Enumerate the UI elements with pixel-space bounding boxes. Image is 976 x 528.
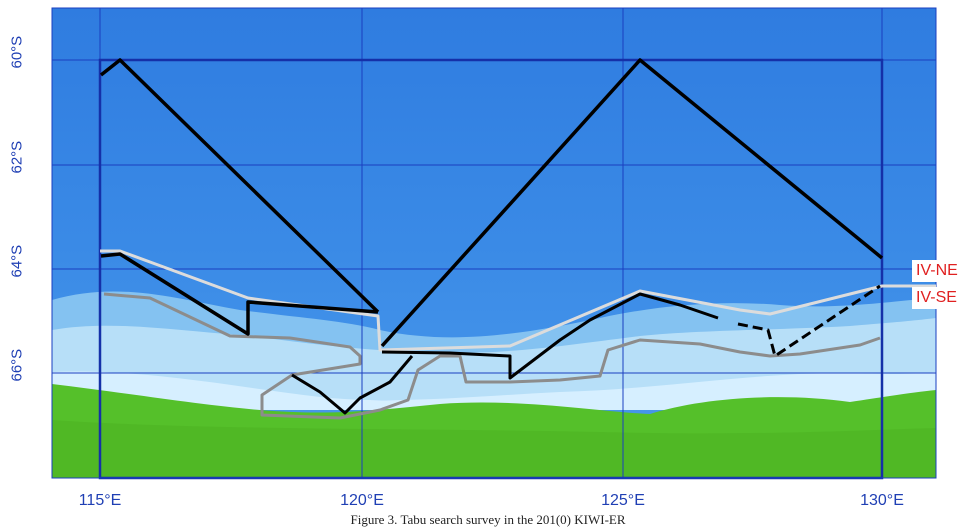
lon-label-125e: 125°E	[601, 492, 645, 509]
ship-track-coastal	[381, 292, 719, 380]
se-boundary-line	[103, 292, 881, 420]
land-shade	[52, 420, 936, 478]
lat-label-64s: 64°S	[8, 244, 26, 278]
lon-label-120e: 120°E	[340, 492, 384, 509]
region-label-iv-ne: IV-NE	[912, 260, 962, 282]
ship-track-east	[380, 58, 884, 348]
lon-label-115e: 115°E	[78, 492, 122, 509]
ship-track-coastal-west	[291, 355, 414, 415]
ship-track-coastal-east	[737, 284, 881, 358]
lon-label-130e: 130°E	[860, 492, 904, 509]
lat-label-60s: 60°S	[8, 35, 26, 69]
ship-track-west	[99, 58, 380, 314]
region-label-iv-se: IV-SE	[912, 287, 961, 309]
coast-strip	[52, 371, 936, 410]
figure-caption: Figure 3. Tabu search survey in the 201(…	[350, 512, 626, 527]
lat-label-62s: 62°S	[8, 140, 26, 174]
ship-track-west-lower	[100, 252, 379, 336]
map-frame	[51, 7, 937, 479]
ne-boundary-line	[100, 249, 936, 352]
lat-label-66s: 66°S	[8, 348, 26, 382]
shelf-zone-inner	[52, 318, 936, 400]
